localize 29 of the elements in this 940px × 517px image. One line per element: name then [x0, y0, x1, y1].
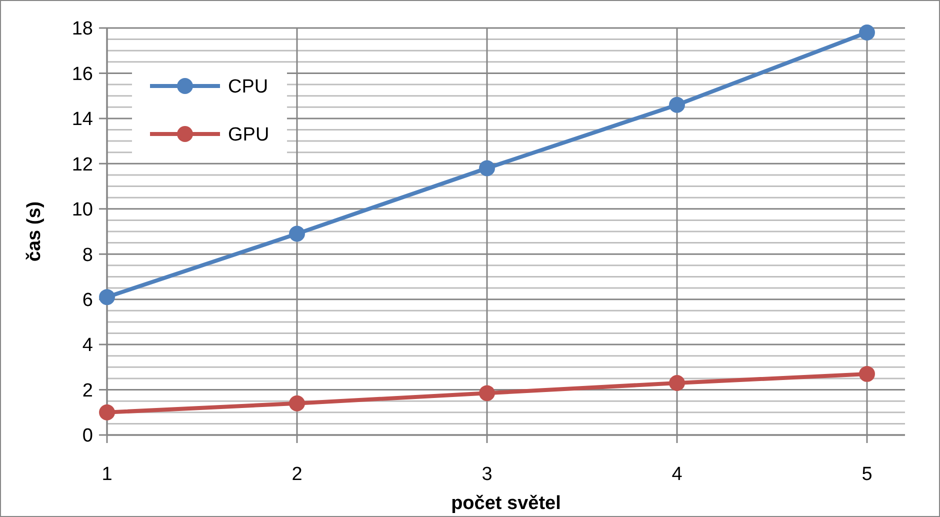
point: [669, 375, 685, 391]
x-tick-label: 2: [292, 464, 302, 485]
point: [859, 366, 875, 382]
x-tick-label: 3: [482, 464, 492, 485]
point: [289, 226, 305, 242]
legend-label: CPU: [228, 76, 268, 98]
point: [859, 24, 875, 40]
y-tick-label: 12: [72, 154, 93, 176]
y-tick-label: 14: [72, 109, 94, 130]
y-tick-label: 16: [72, 64, 93, 85]
point: [669, 96, 685, 113]
point: [289, 395, 305, 412]
legend-label: GPU: [228, 124, 270, 146]
y-tick-label: 8: [82, 244, 93, 266]
point: [479, 160, 495, 176]
point: [479, 385, 495, 402]
y-tick-label: 4: [82, 335, 94, 356]
y-tick-label: 0: [82, 426, 93, 447]
y-tick-label: 6: [82, 290, 93, 311]
x-tick-label: 1: [102, 464, 112, 485]
y-tick-label: 18: [72, 18, 93, 40]
x-axis-title: počet světel: [451, 493, 561, 514]
x-tick-label: 5: [862, 464, 872, 485]
point: [99, 404, 115, 420]
y-tick-label: 2: [82, 380, 93, 402]
y-axis-title: čas (s): [24, 201, 45, 262]
point: [99, 289, 115, 306]
x-tick-label: 4: [672, 464, 683, 485]
y-tick-label: 10: [72, 200, 93, 221]
